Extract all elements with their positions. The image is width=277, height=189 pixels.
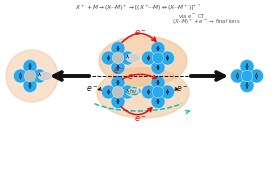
Circle shape — [111, 94, 125, 108]
Circle shape — [151, 60, 165, 74]
Circle shape — [111, 75, 125, 90]
Ellipse shape — [97, 68, 189, 118]
Circle shape — [23, 78, 37, 92]
Text: $(X\!\cdots\!M)^+ + e^- \rightarrow$ final ions: $(X\!\cdots\!M)^+ + e^- \rightarrow$ fin… — [172, 17, 241, 27]
Text: $e^-$: $e^-$ — [134, 115, 147, 124]
Circle shape — [240, 78, 254, 92]
Text: $e^-$: $e^-$ — [134, 28, 147, 37]
Ellipse shape — [6, 50, 58, 102]
Circle shape — [101, 51, 116, 65]
Ellipse shape — [126, 53, 140, 63]
Circle shape — [151, 94, 165, 108]
Circle shape — [160, 51, 175, 65]
Circle shape — [152, 86, 164, 98]
Ellipse shape — [38, 71, 52, 81]
Ellipse shape — [99, 36, 187, 86]
Circle shape — [160, 85, 175, 99]
Text: $e^-$: $e^-$ — [113, 67, 125, 77]
Circle shape — [111, 42, 125, 56]
Circle shape — [101, 85, 116, 99]
Text: $X^+ + M \rightarrow (X\!\cdots\!M)^+\rightarrow [(X^+\!\cdots\!M) \leftrightarr: $X^+ + M \rightarrow (X\!\cdots\!M)^+\ri… — [75, 3, 201, 13]
Circle shape — [142, 85, 155, 99]
Circle shape — [241, 70, 253, 82]
Circle shape — [112, 52, 124, 64]
Circle shape — [120, 51, 135, 65]
Text: $e^-$: $e^-$ — [127, 73, 140, 82]
Circle shape — [23, 60, 37, 74]
Circle shape — [120, 85, 135, 99]
Circle shape — [142, 51, 155, 65]
Circle shape — [32, 69, 47, 83]
Circle shape — [240, 60, 254, 74]
Circle shape — [230, 69, 245, 83]
Circle shape — [24, 70, 36, 82]
Text: $e^-$: $e^-$ — [176, 84, 188, 94]
Circle shape — [152, 52, 164, 64]
Circle shape — [112, 86, 124, 98]
Circle shape — [111, 60, 125, 74]
Circle shape — [250, 69, 263, 83]
Text: $h\nu$: $h\nu$ — [129, 87, 137, 95]
Circle shape — [151, 75, 165, 90]
Circle shape — [14, 69, 27, 83]
Text: via $e^-$ CT: via $e^-$ CT — [178, 12, 206, 20]
Text: $e^-$: $e^-$ — [86, 84, 99, 94]
Ellipse shape — [126, 88, 140, 97]
Circle shape — [151, 42, 165, 56]
